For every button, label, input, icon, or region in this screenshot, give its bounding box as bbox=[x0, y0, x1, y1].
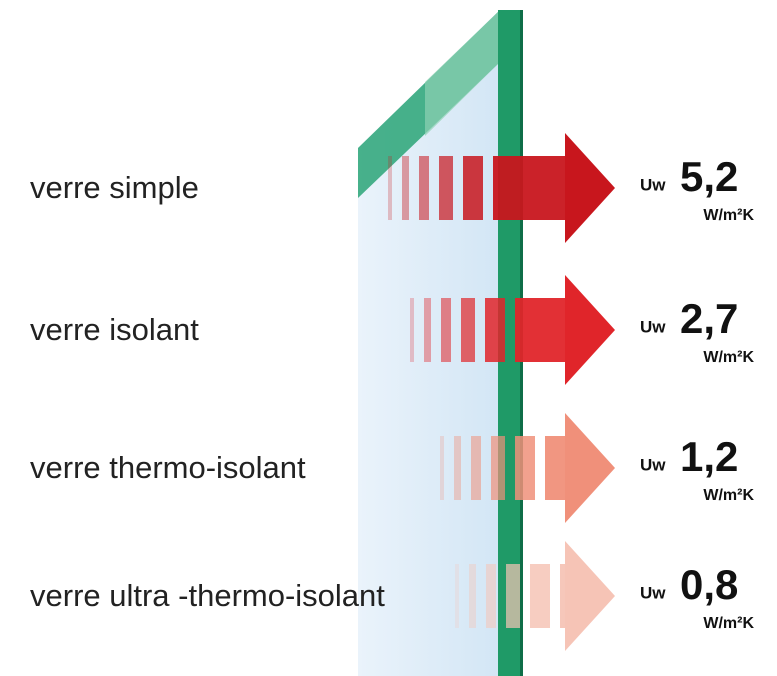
arrow-stripe bbox=[486, 564, 496, 628]
arrow-stripe bbox=[491, 436, 505, 500]
arrow-stripe bbox=[424, 298, 431, 362]
uw-unit: W/m²K bbox=[703, 487, 754, 504]
arrow-stripe bbox=[410, 298, 414, 362]
arrow-stripe bbox=[454, 436, 461, 500]
uw-prefix: Uw bbox=[640, 175, 666, 194]
arrow-stripe bbox=[439, 156, 453, 220]
arrow-stripe bbox=[515, 436, 535, 500]
arrow-stripe bbox=[485, 298, 505, 362]
row-label: verre isolant bbox=[30, 312, 199, 347]
arrow-stripe bbox=[461, 298, 475, 362]
row-label: verre simple bbox=[30, 170, 199, 205]
uw-value: 1,2 bbox=[680, 433, 738, 480]
arrow-stripe bbox=[440, 436, 444, 500]
arrow-body bbox=[493, 156, 565, 220]
uw-value: 5,2 bbox=[680, 153, 738, 200]
arrow-stripe bbox=[463, 156, 483, 220]
uw-prefix: Uw bbox=[640, 455, 666, 474]
arrow-stripe bbox=[471, 436, 481, 500]
arrow-body bbox=[515, 298, 565, 362]
arrow-stripe bbox=[441, 298, 451, 362]
uw-unit: W/m²K bbox=[703, 615, 754, 632]
diagram: verre simple Uw 5,2 W/m²K verre isolant Uw 2,7… bbox=[0, 0, 777, 676]
arrow-stripe bbox=[402, 156, 409, 220]
uw-prefix: Uw bbox=[640, 583, 666, 602]
uw-value: 2,7 bbox=[680, 295, 738, 342]
arrow-stripe bbox=[419, 156, 429, 220]
uw-unit: W/m²K bbox=[703, 349, 754, 366]
uw-value: 0,8 bbox=[680, 561, 738, 608]
row-label: verre thermo-isolant bbox=[30, 450, 306, 485]
arrow-body bbox=[545, 436, 565, 500]
arrow-stripe bbox=[455, 564, 459, 628]
arrow-stripe bbox=[469, 564, 476, 628]
arrow-stripe bbox=[388, 156, 392, 220]
arrow-stripe bbox=[506, 564, 520, 628]
row-label: verre ultra -thermo-isolant bbox=[30, 578, 385, 613]
arrow-body bbox=[560, 564, 565, 628]
uw-unit: W/m²K bbox=[703, 207, 754, 224]
arrow-stripe bbox=[530, 564, 550, 628]
uw-prefix: Uw bbox=[640, 317, 666, 336]
